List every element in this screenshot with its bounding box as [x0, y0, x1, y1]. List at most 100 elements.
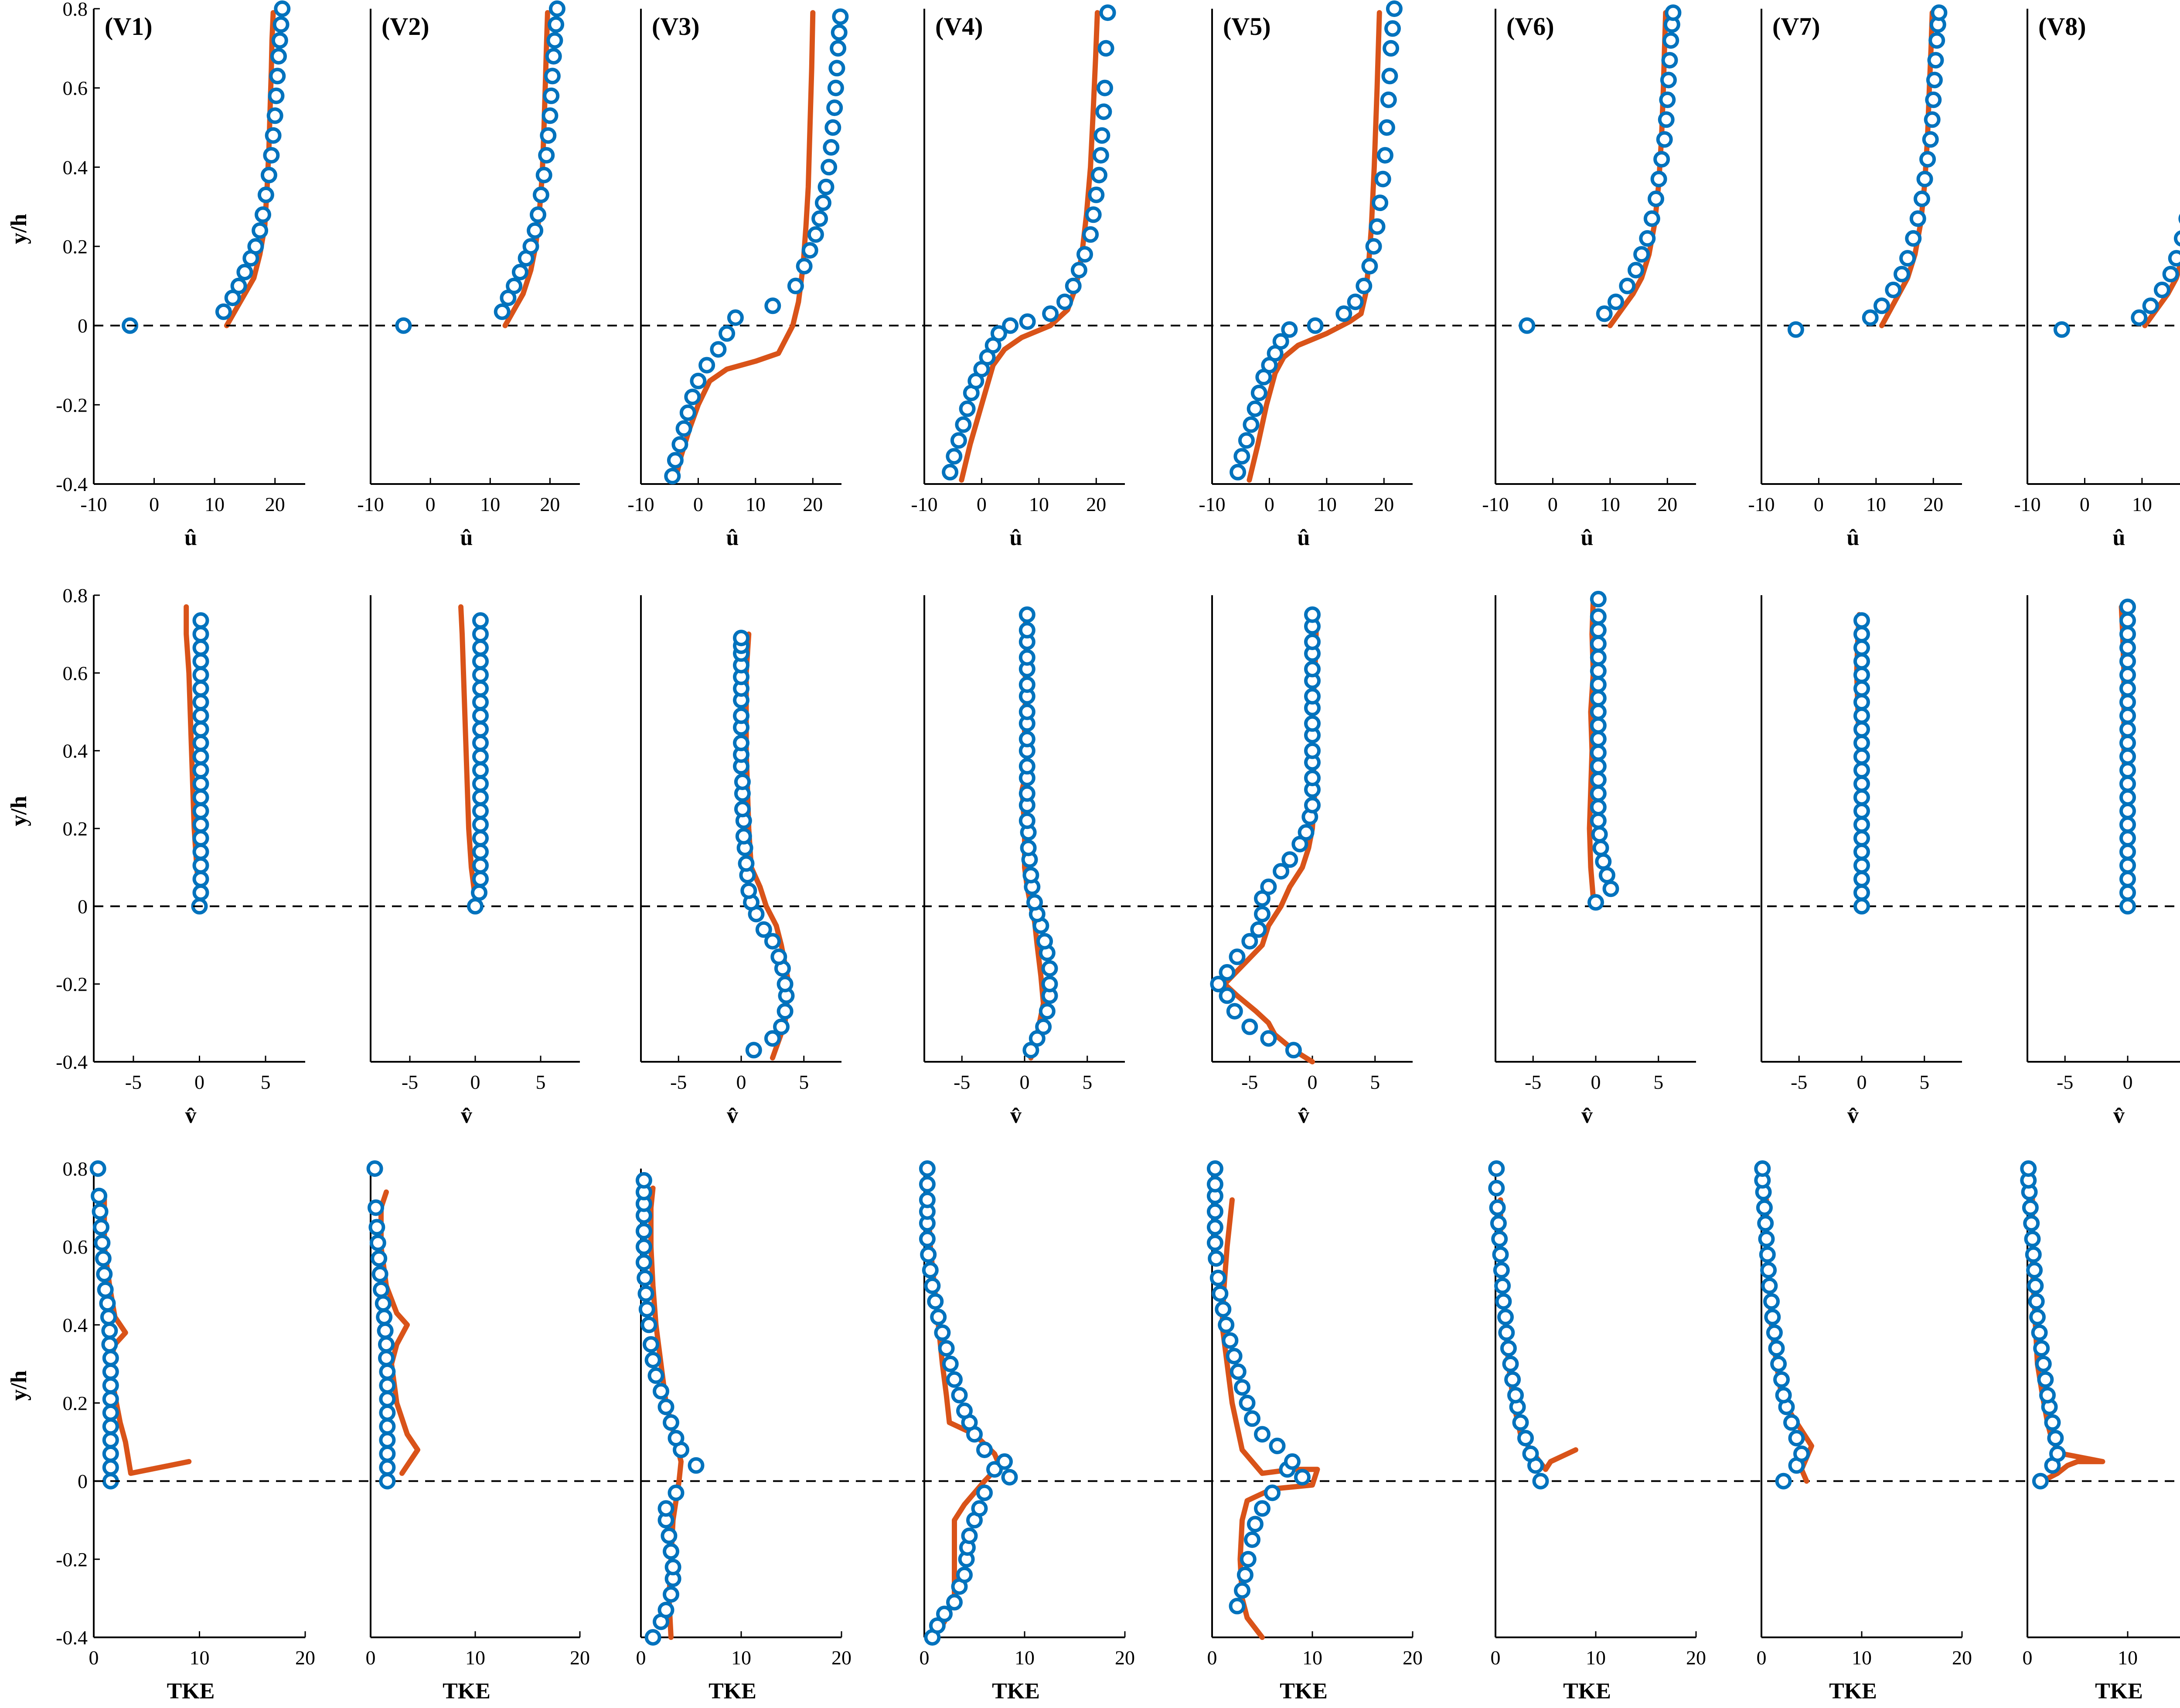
- experiment-marker: [215, 303, 232, 320]
- experiment-marker: [1507, 1387, 1524, 1404]
- experiment-marker: [1260, 878, 1277, 895]
- panel-2-5: -5 0 5 v̂: [1210, 595, 1413, 1128]
- experiment-marker: [1756, 1199, 1773, 1216]
- x-tick-label: 20: [1686, 1647, 1706, 1669]
- experiment-marker: [1022, 867, 1039, 883]
- panel-3-5: 0 10 20 TKE: [1206, 1160, 1423, 1704]
- experiment-marker: [2022, 1199, 2039, 1216]
- experiment-marker: [830, 40, 847, 57]
- simulation-line: [2142, 256, 2180, 328]
- experiment-marker: [1590, 622, 1607, 639]
- experiment-marker: [1020, 839, 1037, 856]
- experiment-marker: [1019, 313, 1036, 330]
- experiment-marker: [472, 666, 489, 683]
- x-tick-label: 0: [1207, 1647, 1217, 1669]
- experiment-marker: [976, 1442, 993, 1458]
- y-tick-label: 0.4: [63, 1314, 88, 1336]
- experiment-marker: [1489, 1199, 1506, 1216]
- experiment-marker: [2131, 309, 2148, 326]
- experiment-marker: [773, 1018, 790, 1035]
- x-axis-label: û: [726, 525, 739, 550]
- experiment-marker: [1097, 79, 1113, 96]
- x-tick-label: 20: [570, 1647, 590, 1669]
- experiment-marker: [373, 1281, 389, 1298]
- x-tick-label: 10: [190, 1647, 210, 1669]
- experiment-marker: [638, 1301, 655, 1318]
- experiment-marker: [637, 1285, 654, 1302]
- experiment-marker: [102, 1418, 119, 1435]
- y-tick-label: 0: [78, 315, 88, 337]
- experiment-marker: [379, 1404, 396, 1421]
- experiment-marker: [192, 775, 209, 792]
- experiment-marker: [643, 1336, 659, 1353]
- experiment-marker: [929, 1617, 946, 1634]
- experiment-marker: [690, 372, 707, 389]
- experiment-marker: [1590, 608, 1607, 625]
- x-tick-label: 5: [1370, 1071, 1380, 1093]
- experiment-marker: [472, 870, 489, 887]
- experiment-marker: [1361, 258, 1378, 275]
- experiment-marker: [265, 127, 282, 144]
- experiment-marker: [472, 734, 489, 751]
- panel-title: (V2): [382, 12, 429, 41]
- experiment-marker: [635, 1254, 652, 1271]
- experiment-marker: [1097, 40, 1114, 57]
- experiment-marker: [1219, 964, 1236, 981]
- experiment-marker: [657, 1602, 674, 1619]
- panel-title: (V5): [1223, 12, 1271, 41]
- experiment-marker: [192, 830, 209, 847]
- x-axis-label: v̂: [1298, 1103, 1309, 1128]
- x-tick-label: 5: [1919, 1071, 1929, 1093]
- experiment-marker: [472, 857, 489, 874]
- x-tick-label: -5: [670, 1071, 687, 1093]
- x-tick-label: 10: [1015, 1647, 1035, 1669]
- x-tick-label: 20: [1657, 493, 1677, 515]
- experiment-marker: [1853, 748, 1870, 765]
- experiment-marker: [266, 107, 283, 124]
- experiment-marker: [1853, 639, 1870, 656]
- experiment-marker: [1092, 147, 1109, 164]
- experiment-marker: [379, 1391, 396, 1408]
- y-axis-label: y/h: [7, 1370, 31, 1401]
- experiment-marker: [377, 1322, 394, 1339]
- experiment-marker: [1018, 606, 1036, 623]
- experiment-marker: [2035, 1355, 2052, 1372]
- experiment-marker: [920, 1246, 937, 1263]
- x-tick-label: 0: [1548, 493, 1558, 515]
- experiment-marker: [824, 119, 841, 136]
- x-axis-label: TKE: [708, 1679, 756, 1704]
- experiment-marker: [956, 1402, 973, 1419]
- experiment-marker: [777, 975, 794, 992]
- experiment-marker: [1241, 933, 1258, 950]
- experiment-marker: [832, 8, 849, 25]
- experiment-marker: [1763, 1293, 1780, 1310]
- experiment-marker: [735, 828, 752, 845]
- experiment-marker: [1759, 1246, 1776, 1263]
- experiment-marker: [635, 1172, 652, 1189]
- experiment-marker: [733, 707, 749, 724]
- experiment-marker: [664, 1558, 681, 1575]
- x-axis-label: v̂: [2113, 1103, 2125, 1128]
- experiment-marker: [644, 1629, 661, 1646]
- experiment-marker: [1760, 1261, 1777, 1278]
- simulation-line: [1247, 10, 1382, 483]
- experiment-marker: [1925, 91, 1942, 108]
- experiment-marker: [192, 762, 209, 779]
- experiment-marker: [663, 1586, 679, 1603]
- experiment-marker: [1210, 975, 1227, 992]
- experiment-marker: [1602, 880, 1619, 897]
- x-tick-label: 10: [480, 493, 500, 515]
- experiment-marker: [1661, 52, 1678, 69]
- experiment-marker: [102, 1350, 119, 1367]
- simulation-line: [1219, 1197, 1320, 1640]
- panel-title: (V7): [1772, 12, 1820, 41]
- panel-3-1: 0 10 20 -0.4 -0.2 0 0.2 0.4 0.6 0.8 TKE y/h: [7, 1158, 315, 1704]
- x-tick-label: 5: [536, 1071, 546, 1093]
- panel-3-4: 0 10 20 TKE: [919, 1160, 1135, 1704]
- panel-title: (V4): [935, 12, 983, 41]
- experiment-marker: [1650, 170, 1667, 188]
- experiment-marker: [1026, 894, 1043, 911]
- experiment-marker: [376, 1309, 393, 1326]
- experiment-marker: [1853, 843, 1870, 860]
- experiment-marker: [942, 1355, 959, 1372]
